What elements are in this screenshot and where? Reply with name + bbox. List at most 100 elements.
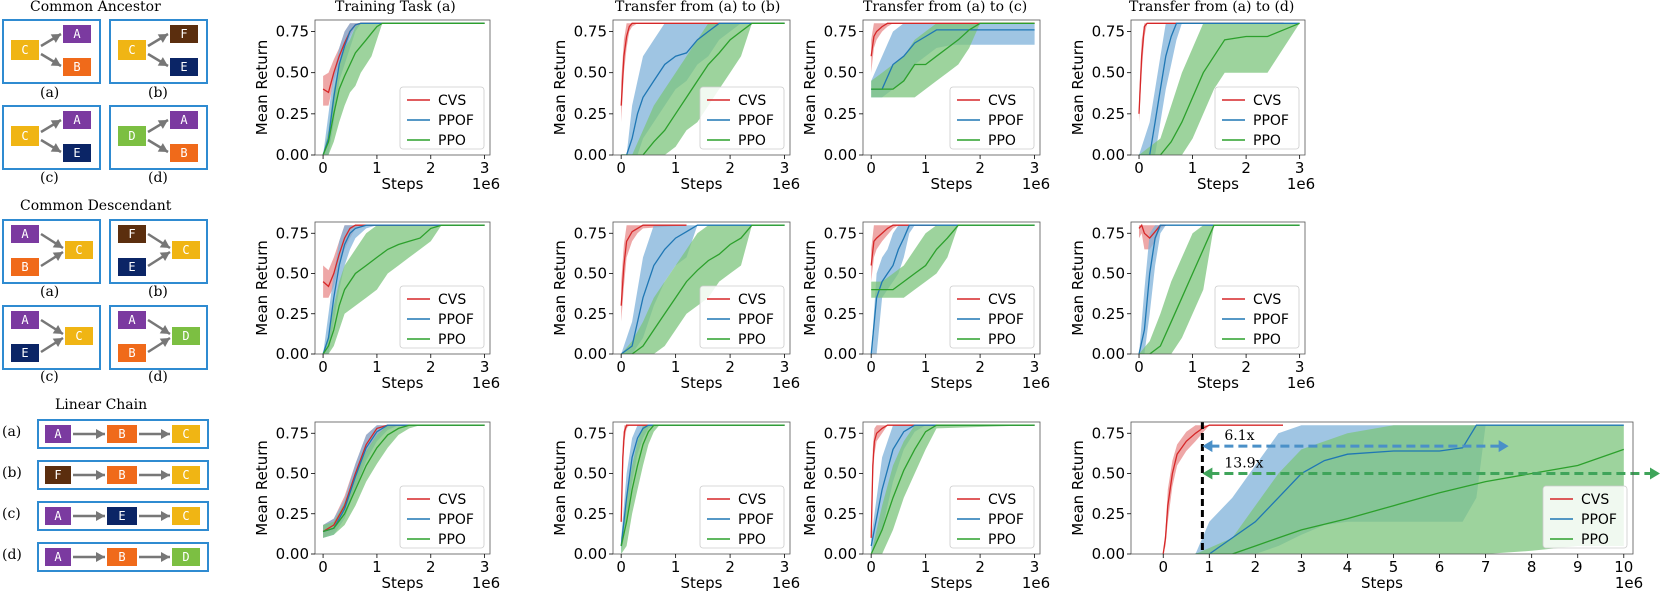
node-label: D: [182, 550, 189, 564]
legend-label-cvs: CVS: [738, 292, 766, 308]
series-line-ppo: [621, 224, 785, 354]
chart-anc-d: 0.00 0.25 0.50 0.75 0 1 2 3 Steps 1e6 Mean Return C…: [1069, 19, 1315, 193]
x-tick-label: 2: [426, 159, 436, 177]
arrow-head: [52, 338, 63, 348]
node-label: F: [128, 227, 135, 241]
band-ppo: [1139, 23, 1300, 155]
x-axis-label: Steps: [681, 175, 723, 193]
diagram-label: (c): [2, 506, 21, 522]
column-title-transfer-b: Transfer from (a) to (b): [615, 0, 781, 15]
legend-box: [1214, 86, 1300, 150]
y-tick-label: 0.00: [276, 545, 309, 563]
legend-box: [399, 86, 485, 150]
x-tick-label: 3: [480, 159, 490, 177]
band-ppo: [871, 225, 1035, 298]
y-tick-label: 0.25: [1092, 305, 1125, 323]
y-axis-label: Mean Return: [1069, 240, 1087, 335]
plot-area: [322, 424, 485, 538]
node-label: F: [54, 468, 61, 482]
series-line-ppo: [871, 22, 1035, 90]
x-tick-label: 8: [1527, 558, 1537, 576]
y-tick-label: 0.25: [1092, 505, 1125, 523]
x-multiplier: 1e6: [1615, 574, 1643, 592]
legend-label-cvs: CVS: [988, 93, 1016, 109]
speedup-label: 13.9x: [1224, 456, 1263, 472]
arrow-head: [161, 552, 170, 562]
axes-frame: [1130, 221, 1306, 355]
legend-box: [949, 285, 1035, 349]
node-label: B: [128, 346, 135, 360]
y-tick-label: 0.50: [1092, 465, 1125, 483]
x-multiplier: 1e6: [472, 574, 500, 592]
arrow-head: [159, 238, 170, 248]
legend-label-ppo: PPO: [438, 133, 466, 149]
series-line-ppof: [620, 224, 785, 354]
x-tick-label: 4: [1343, 558, 1353, 576]
x-tick-label: 3: [780, 159, 790, 177]
series-line-ppof: [870, 424, 1035, 547]
node-e: [118, 258, 146, 276]
legend-label-ppof: PPOF: [988, 113, 1024, 129]
x-multiplier: 1e6: [1022, 175, 1050, 193]
chart-chain-c: 0.00 0.25 0.50 0.75 0 1 2 3 Steps 1e6 Mean Return C…: [801, 421, 1050, 592]
node-c: [172, 507, 200, 525]
node-a: [45, 548, 71, 566]
legend-label-ppof: PPOF: [438, 113, 474, 129]
diagram-label: (b): [2, 465, 22, 481]
y-axis-label: Mean Return: [253, 240, 271, 335]
y-tick-label: 0.25: [276, 305, 309, 323]
x-multiplier: 1e6: [1287, 175, 1315, 193]
node-b: [118, 344, 146, 362]
x-axis-label: Steps: [382, 574, 424, 592]
y-tick-label: 0.25: [574, 505, 607, 523]
node-f: [118, 225, 146, 243]
x-tick-label: 3: [1030, 159, 1040, 177]
legend-label-cvs: CVS: [438, 492, 466, 508]
y-tick-label: 0.75: [824, 224, 857, 242]
x-tick-label: 1: [372, 358, 382, 376]
x-tick-label: 1: [921, 159, 931, 177]
x-tick-label: 1: [671, 558, 681, 576]
x-tick-label: 1: [1188, 159, 1198, 177]
x-tick-label: 1: [671, 358, 681, 376]
legend-label-ppof: PPOF: [738, 512, 774, 528]
node-label: A: [73, 113, 81, 127]
arrow-head: [52, 252, 63, 262]
legend-box: [1214, 285, 1300, 349]
chart-chain-d: 6.1x 13.9x 0.00 0.25 0.50 0.75 0 1 2 3 4 5 6 7 8 9 10 Ste…: [1069, 421, 1660, 592]
node-c: [11, 40, 39, 60]
arrow-head: [96, 511, 105, 521]
arrow-head: [159, 252, 170, 262]
node-label: A: [54, 550, 62, 564]
axes-frame: [1130, 19, 1306, 156]
plot-area: [870, 424, 1035, 554]
chart-chain-b: 0.00 0.25 0.50 0.75 0 1 2 3 Steps 1e6 Mean Return C…: [551, 421, 800, 592]
legend-box: [949, 86, 1035, 150]
plot-area: [1162, 424, 1625, 554]
diagram-label: (b): [148, 85, 168, 101]
diagram-label: (d): [148, 170, 168, 186]
y-tick-label: 0.75: [574, 424, 607, 442]
node-b: [11, 258, 39, 276]
y-tick-label: 0.75: [824, 424, 857, 442]
arrow-head: [50, 34, 61, 43]
x-tick-label: 3: [1295, 159, 1305, 177]
series-line-cvs: [1162, 424, 1283, 554]
node-label: E: [180, 60, 187, 74]
legend-label-cvs: CVS: [738, 93, 766, 109]
node-f: [170, 25, 198, 43]
node-d: [172, 327, 200, 345]
node-c: [11, 126, 39, 146]
y-tick-label: 0.00: [574, 146, 607, 164]
node-label: C: [182, 468, 189, 482]
y-tick-label: 0.00: [276, 345, 309, 363]
x-tick-label: 2: [725, 159, 735, 177]
node-label: C: [75, 329, 82, 343]
legend-box: [699, 485, 785, 549]
node-label: B: [118, 468, 125, 482]
legend-label-ppof: PPOF: [1581, 512, 1617, 528]
arrow-head: [50, 120, 61, 129]
series-line-ppo: [621, 22, 785, 155]
node-label: C: [182, 509, 189, 523]
node-label: A: [128, 313, 136, 327]
